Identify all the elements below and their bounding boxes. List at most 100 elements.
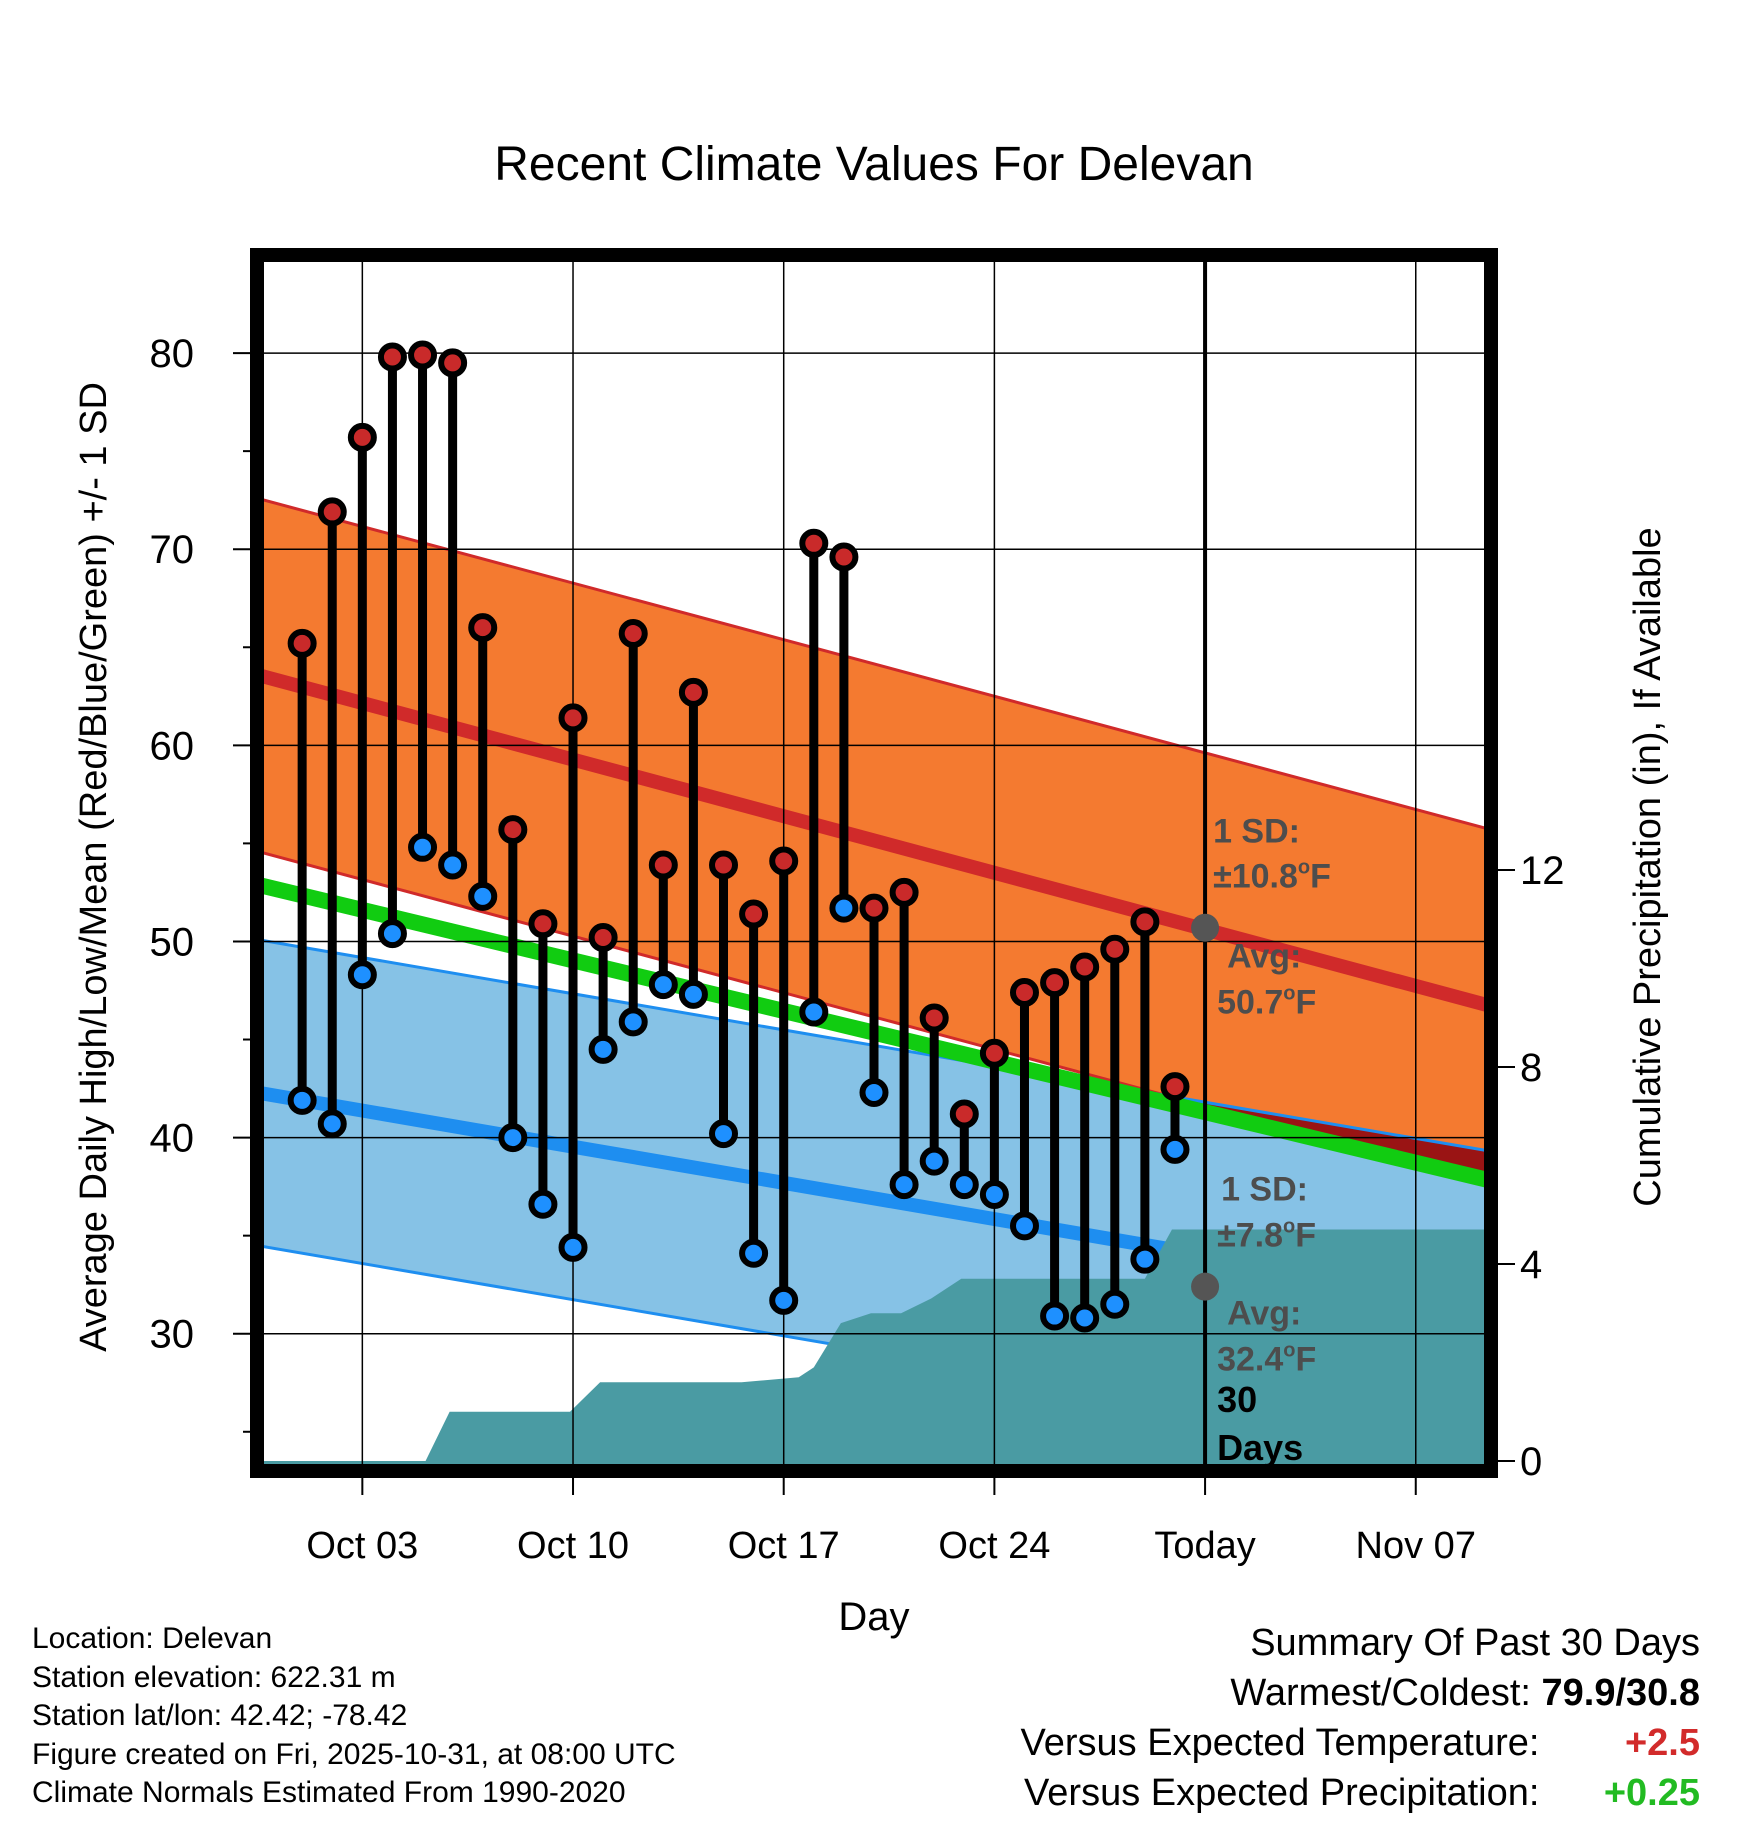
temp-label: Versus Expected Temperature:	[1020, 1722, 1540, 1764]
period-number: 30	[1217, 1379, 1257, 1420]
station-info: Location: Delevan Station elevation: 622…	[32, 1620, 676, 1813]
chart-title: Recent Climate Values For Delevan	[494, 138, 1253, 191]
high-point	[1070, 952, 1100, 982]
low-point	[799, 997, 829, 1027]
normals-text: Climate Normals Estimated From 1990-2020	[32, 1776, 626, 1809]
day-bar	[408, 340, 438, 862]
y2-tick-label: 4	[1520, 1243, 1542, 1287]
low-point	[678, 979, 708, 1009]
day-bar	[859, 893, 889, 1107]
high-point	[1100, 934, 1130, 964]
day-bar	[377, 342, 407, 949]
day-bar	[739, 899, 769, 1268]
y-tick-label: 30	[150, 1313, 195, 1357]
low-point	[829, 893, 859, 923]
high-point	[739, 899, 769, 929]
low-point	[739, 1238, 769, 1268]
high-point	[468, 613, 498, 643]
low-point	[347, 960, 377, 990]
high-point	[347, 422, 377, 452]
y-tick-label: 40	[150, 1117, 195, 1161]
low-point	[618, 1007, 648, 1037]
plot-frame	[250, 248, 1498, 1478]
high-point	[1009, 977, 1039, 1007]
low-point	[377, 919, 407, 949]
high-point	[709, 850, 739, 880]
low-point	[528, 1189, 558, 1219]
summary-temp: Versus Expected Temperature: +2.5	[1021, 1718, 1700, 1768]
elevation-text: Station elevation: 622.31 m	[32, 1660, 396, 1694]
high-point	[799, 528, 829, 558]
low-point	[1100, 1289, 1130, 1319]
day-bar	[317, 497, 347, 1139]
summary-warm-cold: Warmest/Coldest: 79.9/30.8	[1021, 1668, 1700, 1718]
low-point	[919, 1146, 949, 1176]
low-avg-value: 32.4oF	[1217, 1340, 1316, 1379]
high-point	[1160, 1072, 1190, 1102]
y2-tick-label: 0	[1520, 1440, 1542, 1484]
high-point	[769, 846, 799, 876]
warm-cold-value: 79.9/30.8	[1541, 1672, 1700, 1714]
low-point	[648, 970, 678, 1000]
high-avg-label: Avg:	[1227, 938, 1301, 976]
high-point	[1130, 907, 1160, 937]
low-point	[468, 881, 498, 911]
day-bar	[1160, 1072, 1190, 1164]
low-point	[408, 832, 438, 862]
precip-label: Versus Expected Precipitation:	[1024, 1772, 1540, 1814]
x-tick-label: Oct 17	[728, 1525, 840, 1567]
created-text: Figure created on Fri, 2025-10-31, at 08…	[32, 1737, 676, 1771]
day-bar	[799, 528, 829, 1027]
low-point	[438, 850, 468, 880]
low-point	[498, 1123, 528, 1153]
low-point	[769, 1285, 799, 1315]
plot-area	[257, 496, 1491, 1471]
high-avg-value: 50.7oF	[1217, 983, 1316, 1022]
high-point	[558, 703, 588, 733]
low-point	[1130, 1244, 1160, 1274]
y2-tick-label: 8	[1520, 1046, 1542, 1090]
high-point	[528, 909, 558, 939]
y-tick-label: 80	[150, 332, 195, 376]
precip-value: +0.25	[1603, 1772, 1700, 1814]
latlon-text: Station lat/lon: 42.42; -78.42	[32, 1699, 408, 1732]
day-bar	[558, 703, 588, 1262]
low-point	[1160, 1134, 1190, 1164]
summary-heading: Summary Of Past 30 Days	[1250, 1622, 1700, 1664]
day-bar	[829, 542, 859, 923]
low-point	[889, 1170, 919, 1200]
x-tick-label: Oct 10	[517, 1525, 629, 1567]
y2-axis-label: Cumulative Precipitation (in), If Availa…	[1627, 527, 1669, 1206]
low-point	[558, 1232, 588, 1262]
high-point	[678, 677, 708, 707]
day-bar	[949, 1099, 979, 1200]
low-point	[317, 1109, 347, 1139]
high-point	[498, 815, 528, 845]
high-point	[408, 340, 438, 370]
warm-cold-label: Warmest/Coldest:	[1230, 1672, 1531, 1714]
low-point	[287, 1085, 317, 1115]
x-tick-label: Oct 03	[306, 1525, 418, 1567]
high-point	[949, 1099, 979, 1129]
day-bar	[889, 877, 919, 1200]
high-sd-value: ±10.8oF	[1213, 857, 1331, 896]
high-point	[287, 628, 317, 658]
high-point	[919, 1003, 949, 1033]
day-bar	[648, 850, 678, 1000]
day-bar	[678, 677, 708, 1009]
high-point	[859, 893, 889, 923]
high-point	[829, 542, 859, 572]
day-bar	[1040, 968, 1070, 1331]
y-tick-label: 70	[150, 528, 195, 572]
low-avg-label: Avg:	[1227, 1295, 1301, 1333]
day-bar	[438, 348, 468, 880]
summary-precip: Versus Expected Precipitation: +0.25	[1021, 1768, 1700, 1818]
data-series	[287, 340, 1190, 1333]
day-bar	[347, 422, 377, 990]
y-tick-label: 50	[150, 920, 195, 964]
high-point	[438, 348, 468, 378]
normal-high-line	[257, 667, 1491, 1013]
x-axis-label: Day	[838, 1595, 909, 1639]
day-bar	[618, 619, 648, 1037]
